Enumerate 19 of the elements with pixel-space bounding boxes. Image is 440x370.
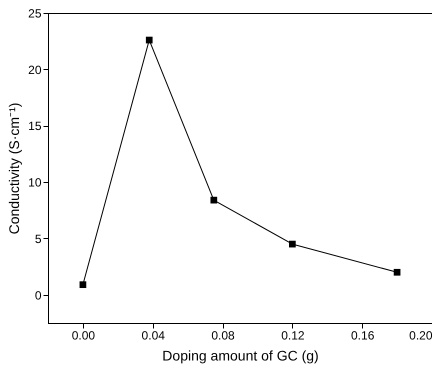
x-tick-label: 0.04 [142, 328, 166, 342]
y-tick-label: 10 [28, 176, 42, 190]
point [210, 196, 218, 204]
y-tick-label: 25 [28, 6, 42, 20]
x-tick-label: 0.00 [72, 328, 96, 342]
x-tick-label: 0.12 [281, 328, 305, 342]
y-axis-title: Conductivity (S·cm⁻¹) [6, 102, 22, 234]
x-tick-label: 0.08 [211, 328, 236, 342]
point [394, 268, 400, 276]
x-axis-title: Doping amount of GC (g) [162, 348, 319, 364]
y-tick-label: 20 [28, 62, 42, 77]
y-tick-label: 0 [34, 288, 42, 302]
x-tick-label: 0.16 [351, 328, 375, 342]
point [289, 240, 296, 248]
y-tick-label: 5 [34, 232, 42, 246]
x-tick-label: 0.20 [409, 328, 433, 342]
point [146, 36, 153, 44]
point [80, 281, 86, 288]
y-tick-label: 15 [28, 119, 42, 134]
